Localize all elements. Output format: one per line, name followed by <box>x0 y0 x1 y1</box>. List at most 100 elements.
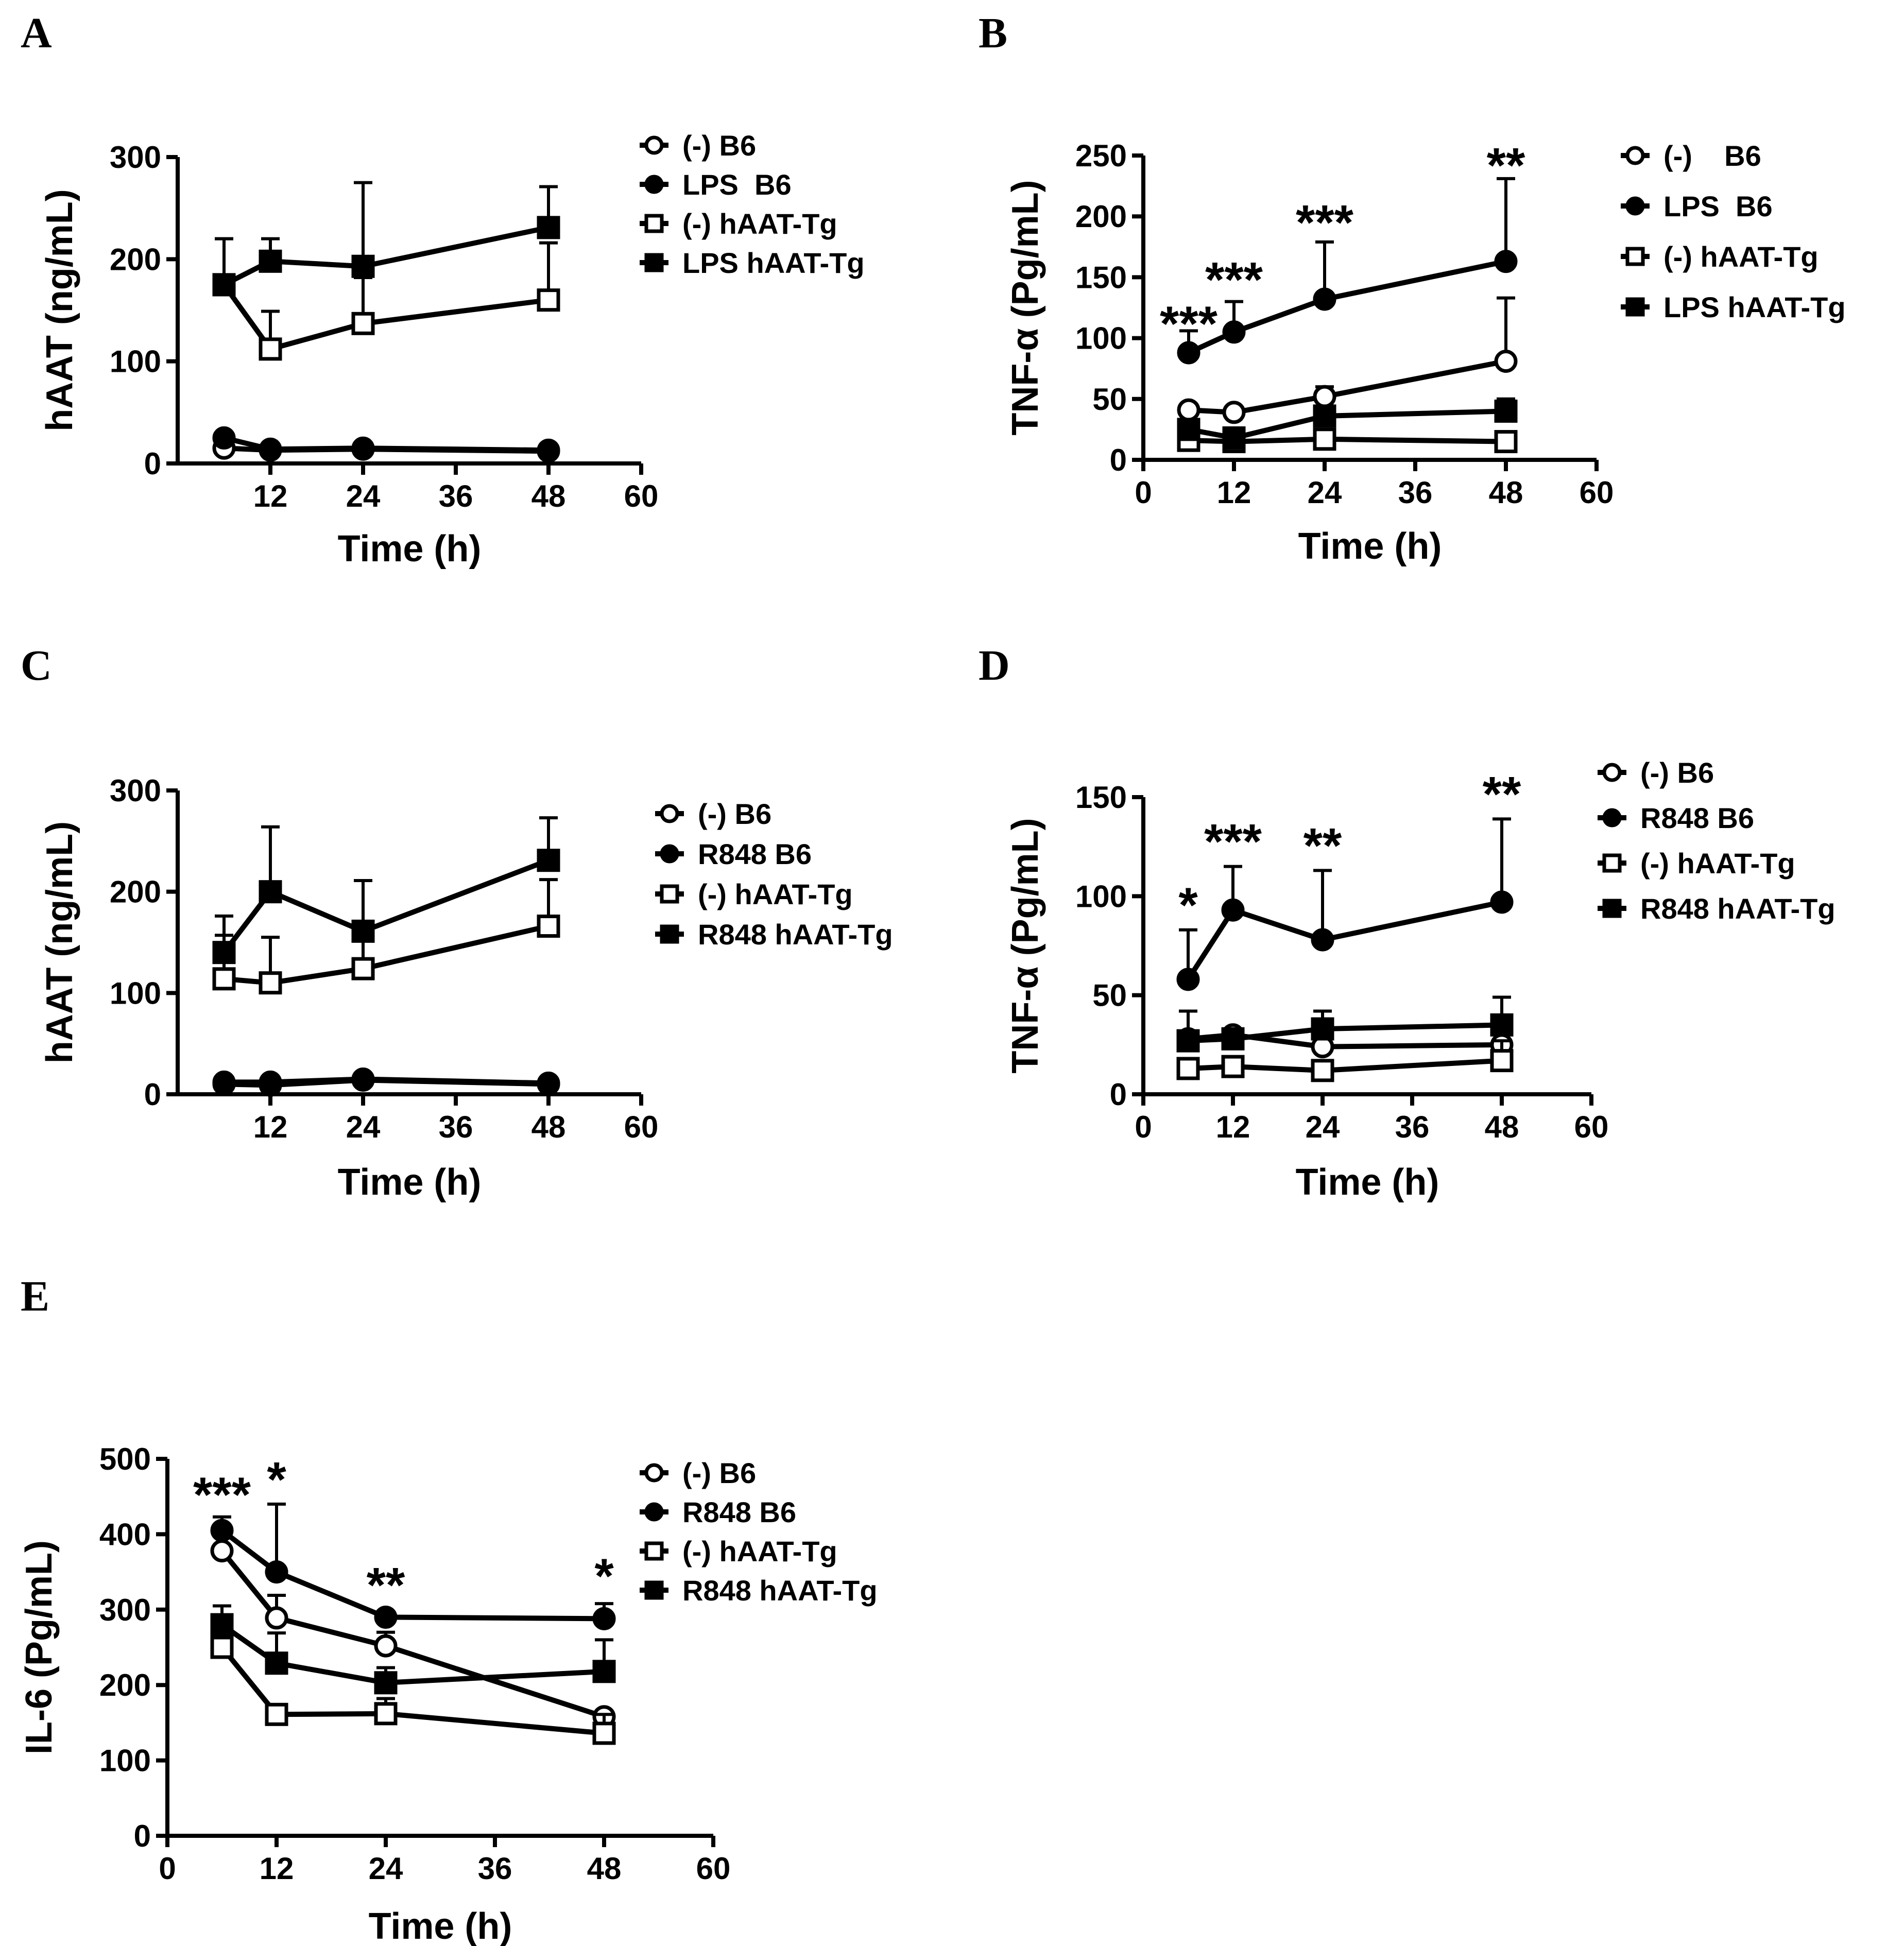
x-tick-label: 0 <box>1135 1110 1152 1144</box>
data-point <box>537 216 560 239</box>
series-2 <box>1176 817 1514 991</box>
data-point <box>351 1067 375 1091</box>
x-tick-label: 24 <box>1306 1110 1340 1144</box>
significance-annotation: * <box>1178 877 1198 933</box>
y-tick-label: 200 <box>110 242 161 277</box>
data-point <box>592 1607 616 1630</box>
data-point <box>1490 890 1514 914</box>
x-tick-label: 36 <box>1398 475 1433 510</box>
legend-item: LPS B6 <box>1621 190 1773 222</box>
data-point <box>351 254 375 278</box>
legend-marker <box>1602 899 1622 918</box>
series-line <box>220 1528 605 1622</box>
panel-letter-c: C <box>21 642 52 690</box>
legend-label: LPS hAAT-Tg <box>682 247 865 279</box>
chart-d-tnf-r848: 0 50 100 150 0 12 24 36 48 60 Time (h) TNF-α (Pg/mL… <box>1005 756 1836 1203</box>
x-tick-label: 0 <box>159 1851 176 1886</box>
y-tick-label: 200 <box>1075 199 1127 234</box>
data-point <box>1313 404 1336 428</box>
legend-marker <box>660 884 679 904</box>
series-line <box>222 858 550 954</box>
legend-label: R848 B6 <box>1640 802 1754 834</box>
data-point <box>1313 287 1336 311</box>
x-tick-label: 36 <box>439 479 473 513</box>
x-tick-label: 48 <box>531 1110 566 1144</box>
x-tick-label: 24 <box>369 1851 403 1886</box>
y-tick-label: 100 <box>1075 321 1127 356</box>
panel-letter-a: A <box>21 9 52 57</box>
legend-marker <box>1625 146 1645 165</box>
x-tick-label: 12 <box>1217 475 1251 510</box>
data-point <box>1177 418 1200 441</box>
legend-item: (-) B6 <box>640 1457 756 1489</box>
legend-label: (-) hAAT-Tg <box>1640 847 1795 880</box>
legend-item: R848 B6 <box>640 1496 796 1528</box>
series-2 <box>212 426 560 462</box>
x-tick-label: 12 <box>1216 1110 1250 1144</box>
chart-c-haat-r848: 0 100 200 300 12 24 36 48 60 Time (h) hAAT (ng/mL)… <box>39 773 893 1203</box>
legend-marker <box>1625 297 1645 317</box>
legend-marker <box>644 1463 664 1483</box>
series-4 <box>212 816 560 965</box>
data-point <box>259 337 282 361</box>
x-tick-label: 60 <box>696 1851 731 1886</box>
chart-e-il6-r848: 0 100 200 300 400 500 0 12 24 36 48 60 Time (h) IL-6 … <box>19 1442 878 1946</box>
legend-item: R848 hAAT-Tg <box>655 918 893 951</box>
legend-marker <box>644 214 664 233</box>
chart-b-tnf-lps: 0 50 100 150 200 250 0 12 24 36 48 60 Time (h) TNF-α … <box>1005 138 1846 567</box>
significance-annotation: ** <box>1303 818 1342 873</box>
legend: (-) B6 LPS B6 (-) hAAT-Tg LPS hAAT-Tg <box>1621 140 1846 323</box>
legend-marker <box>660 844 679 864</box>
data-point <box>210 1635 234 1659</box>
legend-marker <box>644 1580 664 1600</box>
panel-letter-b: B <box>979 9 1007 57</box>
series-line <box>1187 259 1507 355</box>
x-tick-label: 60 <box>624 1110 659 1144</box>
data-point <box>374 1702 398 1726</box>
y-tick-label: 100 <box>1075 879 1127 914</box>
series-line <box>1188 1058 1502 1073</box>
legend-marker <box>1602 853 1622 873</box>
data-point <box>259 437 282 461</box>
legend-label: R848 hAAT-Tg <box>682 1574 878 1607</box>
series-1 <box>1177 296 1518 424</box>
significance-annotation: * <box>594 1549 614 1604</box>
data-point <box>210 1519 234 1542</box>
y-tick-label: 200 <box>99 1668 151 1702</box>
legend-marker <box>1602 808 1622 828</box>
x-tick-label: 36 <box>478 1851 512 1886</box>
data-point <box>212 426 236 450</box>
data-point <box>212 941 236 965</box>
series-2 <box>210 1502 616 1630</box>
legend-marker <box>644 135 664 155</box>
legend-item: R848 hAAT-Tg <box>640 1574 878 1607</box>
series-line <box>1188 436 1506 444</box>
y-tick-label: 0 <box>1110 1077 1127 1112</box>
data-point <box>212 967 236 991</box>
legend-marker <box>660 924 679 944</box>
y-tick-label: 500 <box>99 1442 151 1476</box>
data-point <box>592 1721 616 1745</box>
y-axis-title: TNF-α (Pg/mL) <box>1005 818 1046 1073</box>
data-point <box>1494 250 1518 273</box>
y-tick-label: 0 <box>1110 443 1127 477</box>
data-point <box>210 1613 234 1637</box>
legend-marker <box>660 804 679 823</box>
panel-letter-d: D <box>979 642 1010 690</box>
legend-label: (-) hAAT-Tg <box>682 208 837 240</box>
legend: (-) B6 R848 B6 (-) hAAT-Tg R848 hAAT-Tg <box>640 1457 878 1607</box>
legend-item: (-) hAAT-Tg <box>1598 847 1795 880</box>
legend-marker <box>1625 196 1645 216</box>
legend-marker <box>1602 763 1622 782</box>
legend-marker <box>644 253 664 272</box>
data-point <box>265 1560 288 1584</box>
legend-label: R848 B6 <box>682 1496 796 1528</box>
data-point <box>1221 1055 1245 1078</box>
significance-annotation: ** <box>1487 138 1525 193</box>
series-4 <box>1176 995 1514 1053</box>
data-point <box>351 436 375 460</box>
data-point <box>1490 1049 1514 1073</box>
series-3 <box>1176 1039 1514 1082</box>
data-point <box>1311 1059 1334 1082</box>
series-4 <box>212 181 560 297</box>
